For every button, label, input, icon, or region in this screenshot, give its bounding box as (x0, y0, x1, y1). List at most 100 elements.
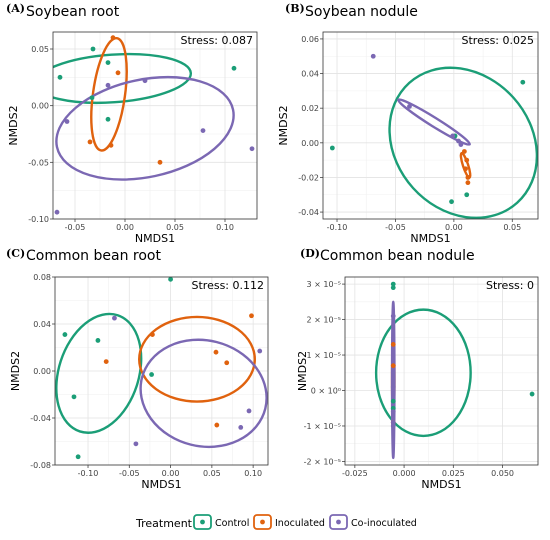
legend-key-box (193, 514, 212, 530)
legend-key-point (200, 519, 205, 525)
point-co-inoculated (390, 384, 396, 390)
y-tick-label: 0.08 (33, 273, 51, 282)
point-co-inoculated (450, 133, 456, 139)
point-co-inoculated (456, 138, 461, 144)
gridlines (345, 277, 538, 465)
legend-key-box (329, 514, 348, 530)
panel-label: (B) (285, 2, 305, 15)
x-axis-title: NMDS1 (410, 232, 450, 245)
point-co-inoculated (390, 313, 396, 319)
legend-label-inoculated: Inoculated (275, 518, 325, 529)
point-control (75, 454, 81, 460)
point-control (105, 116, 111, 122)
point-co-inoculated (142, 78, 148, 84)
y-tick-label: 0.02 (301, 104, 319, 113)
ellipse-control (55, 312, 143, 434)
legend-key-co-inoculated (329, 514, 348, 530)
ellipse-co-inoculated (390, 300, 396, 460)
ellipse-co-inoculated (397, 98, 471, 146)
y-tick-label: -0.04 (298, 208, 319, 217)
stress-label: Stress: 0.087 (181, 34, 254, 47)
point-inoculated (464, 157, 470, 163)
point-inoculated (150, 332, 155, 337)
point-control (90, 46, 96, 52)
legend-title: Treatment (135, 517, 193, 530)
point-inoculated (110, 35, 116, 41)
point-co-inoculated (390, 409, 396, 415)
y-tick-label: 0 × 10⁰ (311, 387, 341, 396)
y-tick-label: 0.04 (33, 320, 51, 329)
x-tick-label: 0.025 (442, 469, 465, 478)
y-tick-label: -2 × 10⁻⁵ (304, 457, 341, 466)
plot-border (344, 276, 539, 466)
stress-label: Stress: 0.112 (192, 279, 265, 292)
legend-label-co-inoculated: Co-inoculated (351, 518, 417, 529)
point-control (390, 285, 396, 291)
y-tick-label: -0.02 (298, 173, 319, 182)
point-co-inoculated (133, 441, 139, 447)
point-inoculated (249, 313, 254, 319)
ellipse-control (53, 52, 193, 105)
plot-background (53, 32, 257, 219)
x-tick-label: -0.05 (385, 223, 406, 232)
y-tick-label: -0.08 (30, 461, 51, 470)
y-tick-label: 0.04 (301, 70, 319, 79)
point-control (89, 95, 95, 101)
point-inoculated (465, 175, 471, 180)
point-control (464, 192, 470, 198)
y-tick-label: 0.00 (301, 139, 319, 148)
point-inoculated (224, 360, 230, 366)
y-tick-label: 0.05 (31, 45, 49, 54)
y-tick-label: 0.00 (31, 102, 49, 111)
stress-label: Stress: 0.025 (462, 34, 535, 47)
x-tick-label: 0.05 (166, 223, 184, 232)
point-inoculated (465, 180, 471, 186)
ellipse-inoculated (138, 315, 256, 403)
panel-soybean-root: (A) Soybean root -0.05 0.00 0.05 0.10 -0.10 -0.… (6, 2, 258, 245)
x-tick-label: -0.025 (342, 469, 368, 478)
point-control (57, 74, 63, 80)
point-co-inoculated (458, 142, 464, 147)
x-axis-title: NMDS1 (141, 478, 181, 491)
point-inoculated (461, 149, 467, 154)
x-tick-label: 0.050 (491, 469, 514, 478)
point-co-inoculated (64, 119, 70, 124)
point-inoculated (87, 139, 93, 145)
y-tick-label: 2 × 10⁻⁵ (307, 316, 342, 325)
point-inoculated (463, 166, 468, 172)
x-axis-title: NMDS1 (421, 478, 461, 491)
point-control (449, 199, 454, 205)
ellipse-co-inoculated (55, 75, 235, 181)
x-tick-label: 0.10 (216, 223, 234, 232)
point-co-inoculated (200, 128, 206, 134)
point-co-inoculated (390, 420, 396, 425)
point-control (231, 65, 237, 71)
point-inoculated (108, 142, 114, 148)
point-co-inoculated (257, 348, 263, 354)
point-inoculated (213, 349, 219, 355)
panel-label: (D) (300, 247, 320, 260)
point-inoculated (103, 359, 109, 364)
point-co-inoculated (370, 53, 376, 59)
point-control (390, 281, 396, 287)
ellipse-co-inoculated (139, 338, 268, 449)
plot-border (322, 31, 539, 220)
panel-title: Soybean nodule (305, 4, 418, 20)
point-co-inoculated (54, 209, 60, 215)
point-co-inoculated (112, 315, 117, 321)
point-control (95, 338, 101, 343)
point-inoculated (157, 159, 163, 165)
y-tick-label: -0.05 (28, 158, 49, 167)
x-tick-label: 0.05 (503, 223, 521, 232)
plot-border (54, 276, 269, 466)
point-co-inoculated (105, 82, 111, 88)
x-tick-label: -0.05 (119, 469, 140, 478)
legend-key-inoculated (253, 514, 272, 530)
x-tick-label: 0.00 (162, 469, 180, 478)
point-control (168, 277, 173, 282)
point-control (520, 79, 526, 85)
x-tick-label: 0.00 (445, 223, 463, 232)
y-axis-title: NMDS2 (7, 105, 20, 145)
legend-key-point (260, 519, 265, 525)
